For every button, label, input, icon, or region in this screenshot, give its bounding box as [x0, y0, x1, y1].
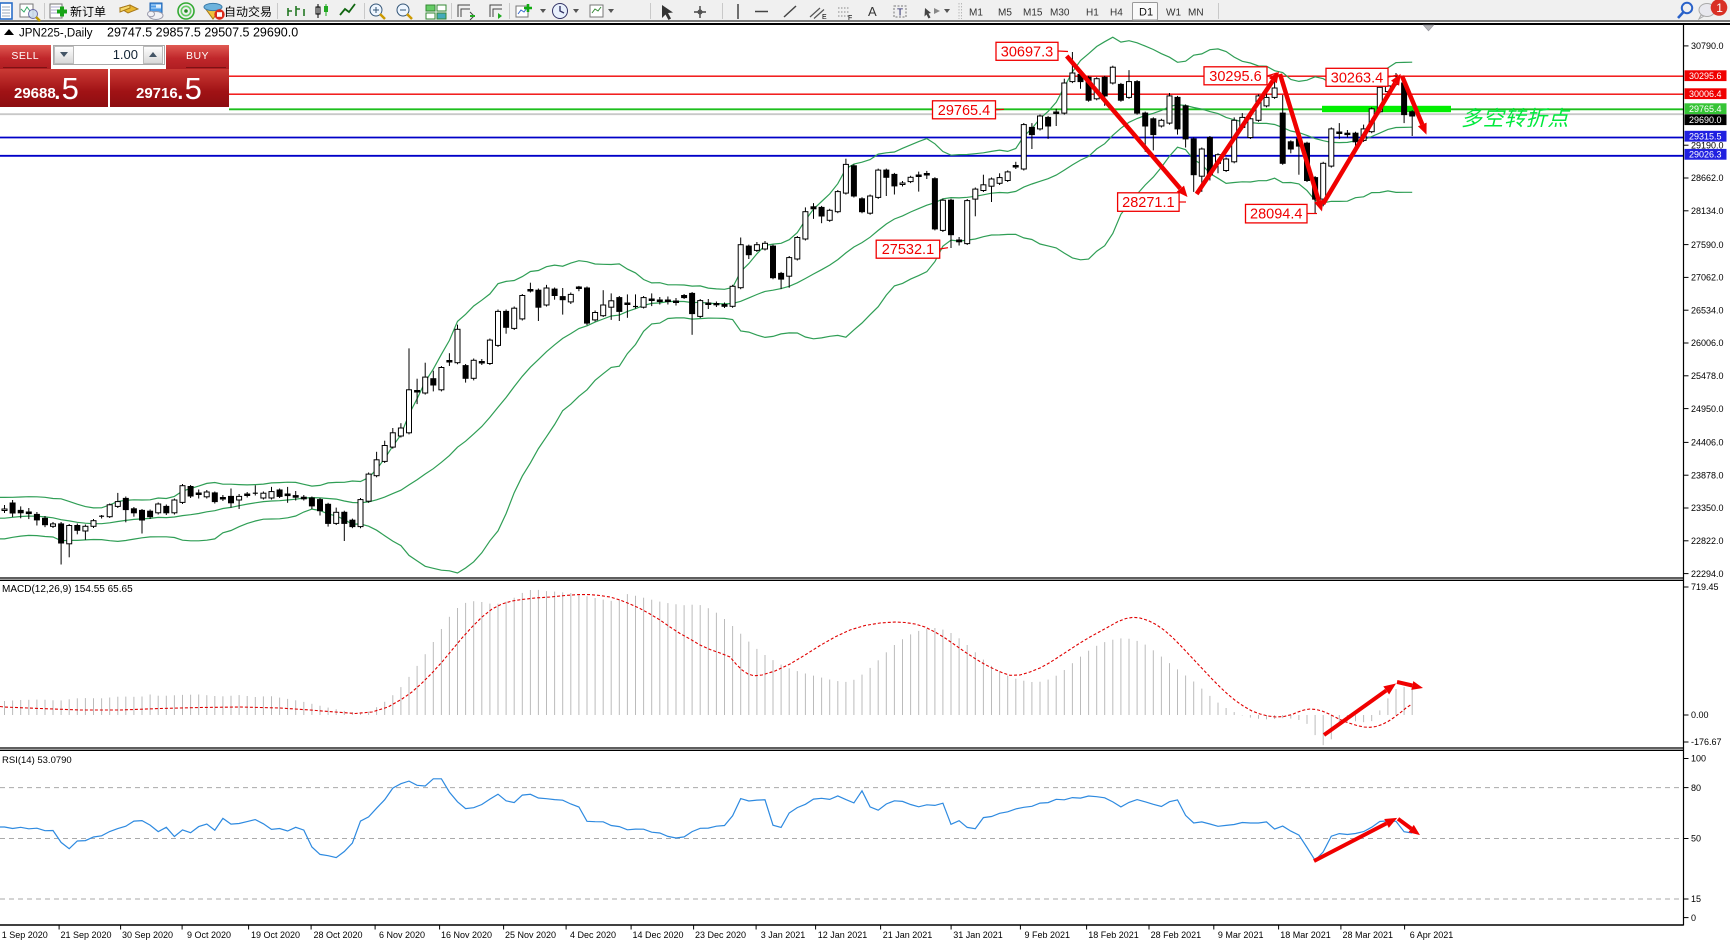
svg-text:28 Oct 2020: 28 Oct 2020: [313, 930, 362, 940]
svg-text:29315.5: 29315.5: [1689, 132, 1722, 142]
svg-text:30790.0: 30790.0: [1691, 41, 1724, 51]
svg-text:719.45: 719.45: [1691, 582, 1719, 592]
svg-text:12 Jan 2021: 12 Jan 2021: [818, 930, 868, 940]
svg-text:自动交易: 自动交易: [224, 3, 272, 20]
svg-text:RSI(14) 53.0790: RSI(14) 53.0790: [2, 755, 72, 766]
svg-text:0: 0: [1691, 913, 1696, 923]
svg-text:6 Nov 2020: 6 Nov 2020: [379, 930, 425, 940]
svg-text:15: 15: [1691, 894, 1701, 904]
svg-text:1: 1: [1716, 1, 1723, 15]
svg-text:23878.0: 23878.0: [1691, 470, 1724, 480]
svg-text:MACD(12,26,9) 154.55 65.65: MACD(12,26,9) 154.55 65.65: [2, 584, 133, 595]
svg-text:30263.4: 30263.4: [1331, 70, 1383, 86]
svg-text:27590.0: 27590.0: [1691, 240, 1724, 250]
svg-text:28094.4: 28094.4: [1250, 207, 1302, 223]
svg-text:0.00: 0.00: [1691, 710, 1709, 720]
svg-text:26534.0: 26534.0: [1691, 305, 1724, 315]
svg-text:22822.0: 22822.0: [1691, 536, 1724, 546]
svg-text:-176.67: -176.67: [1691, 737, 1722, 747]
svg-text:3 Jan 2021: 3 Jan 2021: [761, 930, 806, 940]
svg-text:29026.3: 29026.3: [1689, 150, 1722, 160]
svg-text:4 Dec 2020: 4 Dec 2020: [570, 930, 616, 940]
svg-text:28 Mar 2021: 28 Mar 2021: [1343, 930, 1394, 940]
svg-text:14 Dec 2020: 14 Dec 2020: [632, 930, 683, 940]
svg-text:26006.0: 26006.0: [1691, 338, 1724, 348]
svg-text:1 Sep 2020: 1 Sep 2020: [2, 930, 48, 940]
svg-text:23350.0: 23350.0: [1691, 503, 1724, 513]
svg-text:29190.0: 29190.0: [1691, 140, 1724, 150]
svg-text:29765.4: 29765.4: [938, 103, 990, 119]
svg-text:28 Feb 2021: 28 Feb 2021: [1151, 930, 1202, 940]
svg-text:27062.0: 27062.0: [1691, 273, 1724, 283]
svg-text:9 Mar 2021: 9 Mar 2021: [1218, 930, 1264, 940]
svg-text:80: 80: [1691, 783, 1701, 793]
svg-text:24406.0: 24406.0: [1691, 438, 1724, 448]
svg-text:28271.1: 28271.1: [1122, 195, 1174, 211]
svg-text:9 Feb 2021: 9 Feb 2021: [1025, 930, 1071, 940]
svg-text:25478.0: 25478.0: [1691, 371, 1724, 381]
svg-text:T: T: [897, 8, 903, 19]
svg-text:9 Oct 2020: 9 Oct 2020: [187, 930, 231, 940]
svg-text:H4: H4: [1110, 8, 1123, 19]
svg-text:27532.1: 27532.1: [882, 242, 934, 258]
svg-text:100: 100: [1691, 754, 1706, 764]
svg-text:30006.4: 30006.4: [1689, 89, 1722, 99]
svg-text:18 Mar 2021: 18 Mar 2021: [1280, 930, 1331, 940]
svg-text:M1: M1: [969, 8, 983, 19]
svg-text:F: F: [848, 15, 852, 22]
svg-text:30295.6: 30295.6: [1689, 71, 1722, 81]
svg-text:E: E: [822, 14, 827, 21]
svg-text:19 Oct 2020: 19 Oct 2020: [251, 930, 300, 940]
svg-text:W1: W1: [1166, 8, 1181, 19]
svg-text:30295.6: 30295.6: [1209, 69, 1261, 85]
svg-text:16 Nov 2020: 16 Nov 2020: [441, 930, 492, 940]
svg-text:31 Jan 2021: 31 Jan 2021: [953, 930, 1003, 940]
svg-text:M5: M5: [998, 8, 1012, 19]
svg-text:21 Sep 2020: 21 Sep 2020: [60, 930, 111, 940]
svg-text:23 Dec 2020: 23 Dec 2020: [695, 930, 746, 940]
svg-text:21 Jan 2021: 21 Jan 2021: [883, 930, 933, 940]
svg-text:6 Apr 2021: 6 Apr 2021: [1410, 930, 1454, 940]
svg-text:25 Nov 2020: 25 Nov 2020: [505, 930, 556, 940]
svg-text:新订单: 新订单: [70, 3, 106, 20]
svg-text:M30: M30: [1050, 8, 1070, 19]
svg-text:22294.0: 22294.0: [1691, 569, 1724, 579]
svg-text:M15: M15: [1023, 8, 1043, 19]
svg-text:50: 50: [1691, 834, 1701, 844]
svg-text:30697.3: 30697.3: [1001, 44, 1053, 60]
svg-text:A: A: [868, 4, 877, 19]
svg-text:29690.0: 29690.0: [1689, 115, 1722, 125]
svg-text:多空转折点: 多空转折点: [1461, 103, 1570, 133]
svg-text:24950.0: 24950.0: [1691, 404, 1724, 414]
svg-text:MN: MN: [1188, 8, 1204, 19]
svg-text:30 Sep 2020: 30 Sep 2020: [122, 930, 173, 940]
svg-text:18 Feb 2021: 18 Feb 2021: [1088, 930, 1139, 940]
svg-text:H1: H1: [1086, 8, 1099, 19]
svg-text:D1: D1: [1139, 7, 1153, 19]
svg-text:28134.0: 28134.0: [1691, 206, 1724, 216]
svg-text:28662.0: 28662.0: [1691, 173, 1724, 183]
svg-text:29765.4: 29765.4: [1689, 104, 1722, 114]
